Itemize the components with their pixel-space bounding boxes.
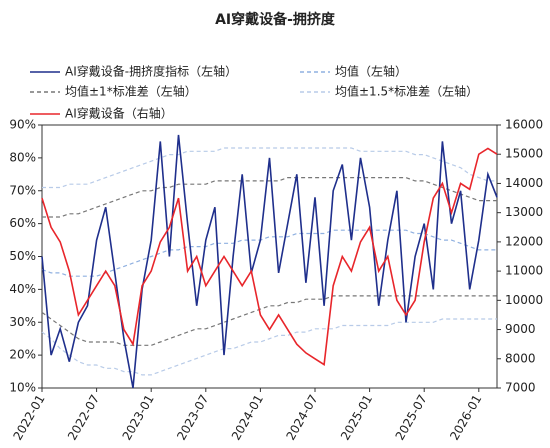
series-line (42, 147, 497, 189)
legend-label: AI穿戴设备-拥挤度指标（左轴） (65, 64, 237, 79)
y2-tick-label: 9000 (505, 322, 536, 336)
x-tick-label: 2022-07 (65, 392, 102, 442)
y2-tick-label: 10000 (505, 293, 543, 307)
x-tick-label: 2025-07 (393, 392, 430, 442)
x-tick-label: 2023-07 (174, 392, 211, 442)
series-line (41, 295, 497, 346)
x-tick-label: 2026-01 (447, 392, 484, 442)
y2-tick-label: 8000 (505, 351, 536, 365)
y2-tick-label: 15000 (505, 147, 543, 161)
series-line (41, 134, 498, 389)
y2-tick-label: 12000 (505, 234, 543, 248)
y2-tick-label: 13000 (505, 205, 543, 219)
y-tick-label: 90% (9, 118, 36, 132)
y2-tick-label: 7000 (505, 381, 536, 395)
y2-tick-label: 16000 (505, 118, 543, 132)
x-tick-label: 2024-01 (229, 392, 266, 442)
y-tick-label: 10% (9, 381, 36, 395)
y2-tick-label: 14000 (505, 176, 543, 190)
y-tick-label: 40% (9, 282, 36, 296)
y-tick-label: 30% (9, 315, 36, 329)
legend-label: 均值（左轴） (335, 64, 407, 79)
y-tick-label: 80% (9, 150, 36, 164)
series-line (41, 147, 498, 366)
x-tick-label: 2024-07 (283, 392, 320, 442)
y2-tick-label: 11000 (505, 264, 543, 278)
legend-label: 均值±1.5*标准差（左轴） (335, 84, 478, 99)
y-tick-label: 70% (9, 183, 36, 197)
chart-title: AI穿戴设备-拥挤度 (215, 11, 336, 28)
x-tick-label: 2022-01 (10, 392, 47, 442)
x-tick-label: 2023-01 (120, 392, 157, 442)
y-tick-label: 50% (9, 249, 36, 263)
x-tick-label: 2025-01 (338, 392, 375, 442)
legend-label: AI穿戴设备（右轴） (65, 106, 173, 121)
y-tick-label: 60% (9, 216, 36, 230)
series-line (42, 177, 497, 218)
series-line (41, 318, 497, 376)
y-tick-label: 20% (9, 348, 36, 362)
legend-label: 均值±1*标准差（左轴） (65, 84, 197, 99)
